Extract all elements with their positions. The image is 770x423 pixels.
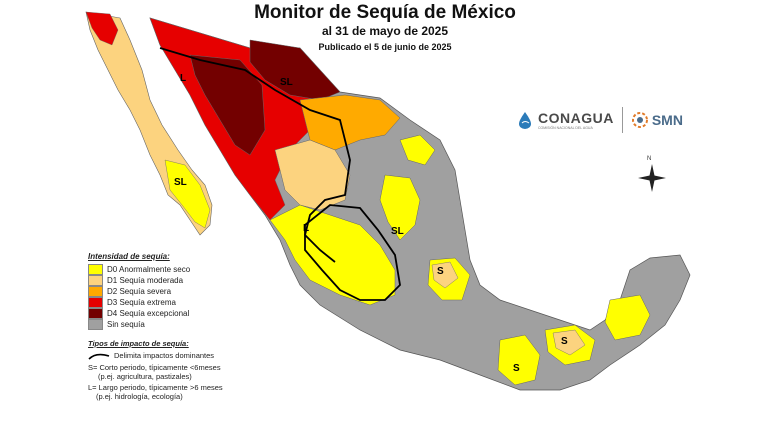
region-east-d0 (379, 174, 421, 241)
region-southeast-d1 (552, 329, 586, 356)
map-label-l-nw: L (180, 73, 187, 84)
conagua-subtitle: COMISIÓN NACIONAL DEL AGUA (538, 126, 593, 130)
logo-divider (621, 107, 623, 133)
map-label-sl-east: SL (391, 226, 404, 237)
region-south-d0 (497, 334, 541, 386)
logos: CONAGUA COMISIÓN NACIONAL DEL AGUA SMN (516, 107, 683, 133)
date-line: al 31 de mayo de 2025 (321, 24, 449, 38)
region-yucatan-d0 (604, 294, 651, 341)
boundary-line-icon (88, 353, 110, 360)
map-label-s-center: S (437, 266, 444, 277)
legend-item-d0: D0 Anormalmente seco (88, 264, 190, 275)
impact-title: Tipos de impacto de sequía: (88, 339, 189, 348)
impact-short-label: S= Corto periodo, típicamente <6meses (88, 363, 221, 372)
legend-swatch (88, 264, 103, 275)
legend-item-none: Sin sequía (88, 319, 190, 330)
legend-swatch (88, 297, 103, 308)
impact-long-example: (p.ej. hidrología, ecología) (96, 392, 183, 401)
legend-item-d1: D1 Sequía moderada (88, 275, 190, 286)
legend-label: D3 Sequía extrema (107, 298, 176, 307)
impact-long: L= Largo periodo, típicamente >6 meses (… (88, 383, 288, 401)
impact-short: S= Corto periodo, típicamente <6meses (p… (88, 363, 288, 381)
legend-label: D1 Sequía moderada (107, 276, 184, 285)
region-north-d4 (249, 39, 341, 101)
legend-label: D2 Sequía severa (107, 287, 172, 296)
legend-swatch (88, 319, 103, 330)
smn-name: SMN (651, 112, 683, 128)
region-east-d1 (431, 261, 459, 289)
legend-swatch (88, 275, 103, 286)
legend-item-d4: D4 Sequía excepcional (88, 308, 190, 319)
legend-item-d3: D3 Sequía extrema (88, 297, 190, 308)
page-title: Monitor de Sequía de México (254, 2, 516, 23)
region-north-d1 (274, 139, 351, 211)
impact-long-label: L= Largo periodo, típicamente >6 meses (88, 383, 223, 392)
legend: Intensidad de sequía: D0 Anormalmente se… (88, 252, 190, 330)
conagua-logo: CONAGUA COMISIÓN NACIONAL DEL AGUA (516, 110, 614, 130)
region-coast-d0 (399, 134, 436, 166)
smn-gear-icon (631, 112, 648, 128)
region-northwest-d4 (189, 54, 266, 156)
legend-title: Intensidad de sequía: (88, 252, 170, 261)
impact-line-legend: Delimita impactos dominantes (88, 351, 288, 360)
region-baja-north-d3 (85, 11, 119, 46)
north-label: N (647, 156, 652, 162)
legend-swatch (88, 308, 103, 319)
impact-legend: Tipos de impacto de sequía: Delimita imp… (88, 339, 288, 403)
map-label-s-south: S (513, 363, 520, 374)
legend-item-d2: D2 Sequía severa (88, 286, 190, 297)
smn-logo: SMN (631, 111, 683, 129)
legend-label: D4 Sequía excepcional (107, 309, 190, 318)
map-label-sl-north: SL (280, 77, 293, 88)
legend-swatch (88, 286, 103, 297)
legend-label: D0 Anormalmente seco (107, 265, 191, 274)
region-central-d0 (269, 204, 396, 306)
impact-line-label: Delimita impactos dominantes (114, 351, 215, 360)
map-label-l-center: L (303, 223, 310, 234)
region-baja-south-d0 (164, 159, 211, 229)
conagua-drop-icon (519, 112, 531, 129)
impact-short-example: (p.ej. agricultura, pastizales) (98, 372, 192, 381)
north-arrow-icon (638, 164, 666, 192)
impact-line-central (304, 204, 401, 301)
published-line: Publicado el 5 de junio de 2025 (318, 42, 452, 52)
legend-label: Sin sequía (107, 320, 145, 329)
map-label-sl-baja: SL (174, 177, 187, 188)
map-label-s-southeast: S (561, 336, 568, 347)
conagua-name: CONAGUA (538, 110, 614, 126)
